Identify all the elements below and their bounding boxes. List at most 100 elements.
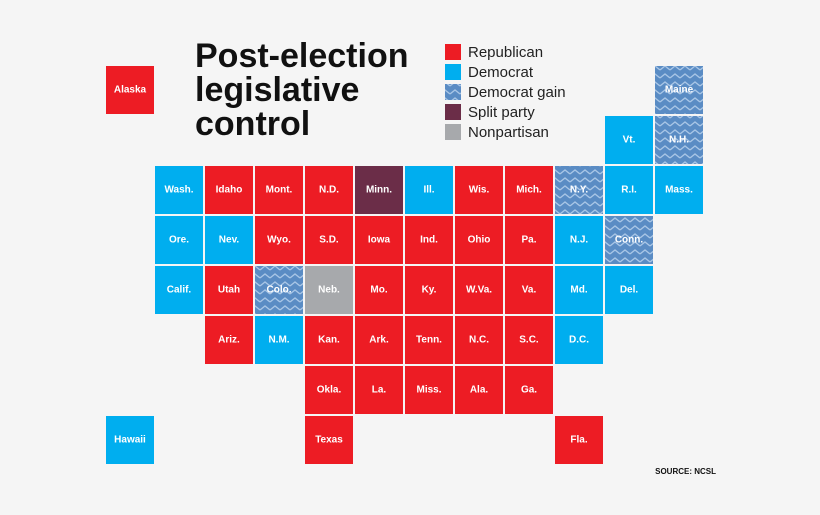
legend-label: Democrat [468,64,534,81]
state-tile [106,416,154,464]
state-tile [455,266,503,314]
state-tile [205,316,253,364]
state-tile [205,216,253,264]
state-label: Mass. [665,185,693,196]
state-tile [106,66,154,114]
legend-label: Nonpartisan [468,124,549,141]
state-label: Ill. [423,185,434,196]
state-label: Ky. [422,285,437,296]
state-label: Mont. [266,185,293,196]
state-label: Nev. [219,235,240,246]
state-label: R.I. [621,185,637,196]
title-line: control [195,105,310,143]
state-label: Neb. [318,285,340,296]
state-tile [205,266,253,314]
state-label: Ala. [470,385,489,396]
state-tile [255,166,303,214]
source: SOURCE: NCSL [655,467,716,476]
state-tile-pattern [555,166,603,214]
state-label: Wyo. [267,235,291,246]
legend-label: Split party [468,104,535,121]
state-label: Ark. [369,335,389,346]
state-label: Vt. [623,135,636,146]
state-tile [505,266,553,314]
legend-swatch [445,124,461,140]
legend-swatch [445,44,461,60]
state-label: Miss. [416,385,441,396]
state-label: Ariz. [218,335,240,346]
state-tile [605,266,653,314]
state-label: Mich. [516,185,542,196]
state-tile [305,266,353,314]
state-tile [405,166,453,214]
state-tile [355,166,403,214]
state-label: S.D. [319,235,339,246]
state-tile [355,266,403,314]
state-tile [255,216,303,264]
state-label: Colo. [267,285,292,296]
state-label: N.M. [268,335,289,346]
state-tile [155,166,203,214]
state-tile [405,366,453,414]
state-tile-pattern [655,66,703,114]
state-label: Ind. [420,235,438,246]
legend-label: Democrat gain [468,84,566,101]
state-tile [355,216,403,264]
state-label: Okla. [317,385,342,396]
state-tile [155,266,203,314]
state-tile [205,166,253,214]
state-label: Md. [570,285,587,296]
state-tile [505,316,553,364]
state-label: Wis. [469,185,490,196]
state-label: N.D. [319,185,339,196]
state-tile [455,216,503,264]
state-label: Va. [522,285,537,296]
state-label: Calif. [167,285,192,296]
state-tile [305,166,353,214]
state-label: Texas [315,435,343,446]
state-label: D.C. [569,335,589,346]
state-label: Idaho [216,185,243,196]
state-label: N.J. [570,235,589,246]
state-tile [555,316,603,364]
state-label: Pa. [521,235,536,246]
state-tile [605,166,653,214]
state-tile-pattern [655,116,703,164]
state-tile [305,316,353,364]
title-line: Post-election [195,37,408,75]
state-label: Ore. [169,235,189,246]
state-label: Tenn. [416,335,442,346]
state-tile [555,266,603,314]
state-tile [355,366,403,414]
state-label: Iowa [368,235,391,246]
state-tile [455,316,503,364]
legend-swatch-pattern [445,84,461,100]
state-tile [605,116,653,164]
state-tile [655,166,703,214]
state-tile-pattern [605,216,653,264]
legend-swatch [445,64,461,80]
state-tile [155,216,203,264]
state-tile [505,216,553,264]
state-label: Hawaii [114,435,146,446]
state-label: Ohio [468,235,491,246]
state-label: Maine [665,85,694,96]
state-label: Mo. [370,285,387,296]
state-tile [305,416,353,464]
state-tile [555,416,603,464]
state-label: Fla. [570,435,587,446]
state-tile [405,216,453,264]
legend-swatch [445,104,461,120]
state-label: Wash. [164,185,193,196]
state-label: Utah [218,285,240,296]
state-tile [455,166,503,214]
state-tile [255,316,303,364]
legend-label: Republican [468,44,543,61]
state-tile [405,316,453,364]
state-tile [305,366,353,414]
state-label: Ga. [521,385,537,396]
state-tile [505,166,553,214]
state-tile [555,216,603,264]
state-label: W.Va. [466,285,492,296]
